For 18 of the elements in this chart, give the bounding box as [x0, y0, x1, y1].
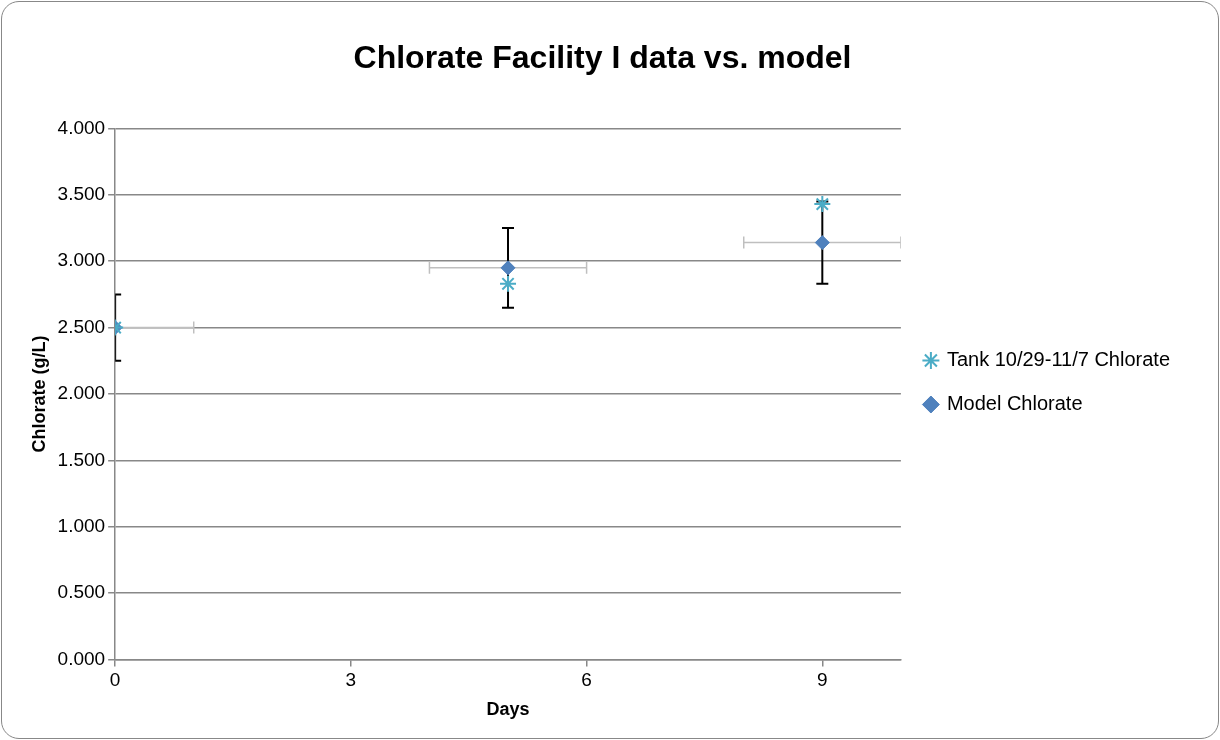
y-tick-label: 4.000: [57, 116, 106, 138]
y-tick-label: 0.500: [57, 581, 106, 603]
y-tick-label: 1.000: [57, 515, 106, 537]
legend-label: Model Chlorate: [946, 392, 1083, 415]
y-tick-label: 3.000: [57, 249, 106, 271]
y-tick-label: 1.500: [57, 448, 106, 470]
legend-label: Tank 10/29-11/7 Chlorate: [946, 348, 1170, 371]
y-axis-title: Chlorate (g/L): [28, 335, 49, 453]
y-tick-label: 2.500: [57, 315, 106, 337]
y-tick-label: 2.000: [57, 382, 106, 404]
x-tick-label: 3: [345, 669, 357, 691]
x-tick-label: 6: [581, 669, 592, 691]
y-tick-label: 0.000: [57, 647, 106, 669]
chart-title: Chlorate Facility I data vs. model: [353, 39, 852, 76]
x-tick-label: 9: [817, 669, 828, 691]
y-tick-label: 3.500: [57, 183, 106, 205]
x-tick-label: 0: [109, 669, 121, 691]
x-axis-title: Days: [486, 699, 530, 720]
